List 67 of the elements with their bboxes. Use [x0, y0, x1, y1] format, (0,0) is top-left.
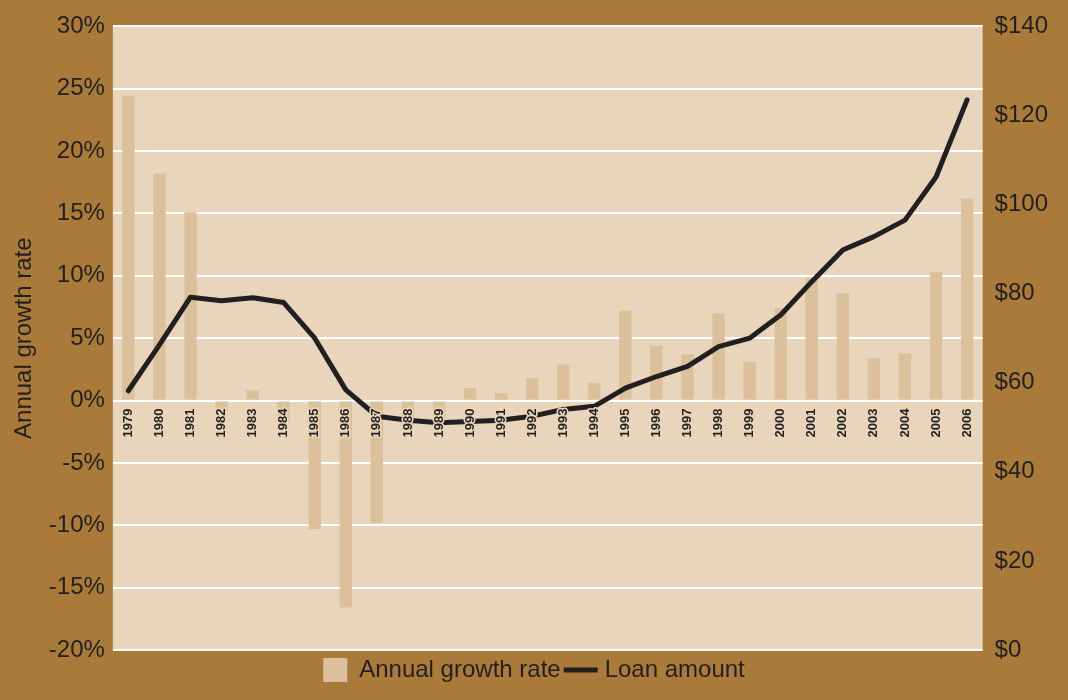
bar — [494, 393, 508, 400]
x-tick-label: 1983 — [244, 408, 260, 438]
bar — [743, 361, 756, 400]
y-tick-label: 30% — [56, 11, 105, 39]
x-tick-label: 1991 — [492, 408, 508, 438]
x-tick-label: 2000 — [772, 408, 788, 438]
y2-tick-label: $100 — [994, 189, 1048, 217]
bar — [929, 272, 943, 400]
x-tick-label: 2002 — [834, 408, 850, 438]
y-tick-label: 25% — [56, 73, 105, 101]
bar — [650, 345, 663, 400]
legend-label: Annual growth rate — [359, 654, 561, 682]
bar — [153, 173, 166, 400]
bar — [184, 212, 197, 400]
x-tick-label: 1993 — [554, 408, 570, 438]
y2-tick-label: $140 — [994, 11, 1048, 39]
bar — [898, 353, 912, 400]
x-tick-label: 2003 — [865, 408, 881, 438]
x-tick-label: 1996 — [648, 408, 664, 438]
y-tick-label: 20% — [56, 135, 105, 163]
y2-tick-label: $120 — [994, 100, 1048, 128]
bar — [805, 278, 818, 400]
bar — [774, 308, 787, 400]
x-tick-label: 2001 — [803, 408, 819, 438]
bar — [712, 313, 725, 400]
x-tick-label: 1985 — [306, 408, 322, 438]
bar — [836, 293, 850, 400]
x-tick-label: 2004 — [896, 407, 912, 438]
y-axis-title: Annual growth rate — [9, 237, 37, 439]
x-tick-label: 1979 — [119, 408, 135, 438]
x-tick-label: 1998 — [710, 408, 726, 438]
bar — [619, 310, 632, 400]
x-tick-label: 1984 — [275, 407, 291, 438]
y-tick-label: -10% — [48, 509, 105, 537]
bar — [463, 388, 477, 400]
bar — [246, 390, 259, 400]
x-tick-label: 2005 — [927, 408, 943, 438]
y2-tick-label: $0 — [994, 634, 1022, 662]
x-tick-label: 2006 — [958, 408, 974, 438]
y-tick-label: 0% — [70, 385, 105, 413]
y-tick-label: -15% — [48, 572, 105, 600]
x-tick-label: 1994 — [585, 407, 601, 438]
y2-tick-label: $80 — [994, 278, 1035, 306]
bar — [122, 96, 135, 400]
x-tick-label: 1982 — [213, 408, 229, 438]
x-tick-label: 1980 — [151, 408, 166, 438]
x-tick-label: 1988 — [399, 408, 415, 438]
y-tick-label: -5% — [62, 447, 105, 475]
y2-tick-label: $20 — [994, 545, 1035, 573]
x-tick-label: 1986 — [337, 408, 353, 438]
y2-tick-label: $60 — [994, 367, 1035, 395]
y-tick-label: 10% — [56, 260, 105, 288]
y-tick-label: -20% — [48, 634, 105, 662]
x-tick-label: 1990 — [461, 408, 477, 438]
legend-label: Loan amount — [604, 654, 746, 682]
x-tick-label: 1995 — [616, 408, 632, 438]
bar — [867, 358, 881, 400]
bar — [588, 383, 601, 400]
x-tick-label: 1981 — [182, 408, 198, 438]
y2-tick-label: $40 — [994, 456, 1035, 484]
y-tick-label: 5% — [70, 322, 105, 350]
x-tick-label: 1999 — [741, 408, 757, 438]
x-tick-label: 1997 — [679, 408, 695, 438]
bar — [525, 378, 539, 400]
y-tick-label: 15% — [56, 198, 105, 226]
bar — [960, 198, 974, 400]
bar — [557, 364, 570, 400]
